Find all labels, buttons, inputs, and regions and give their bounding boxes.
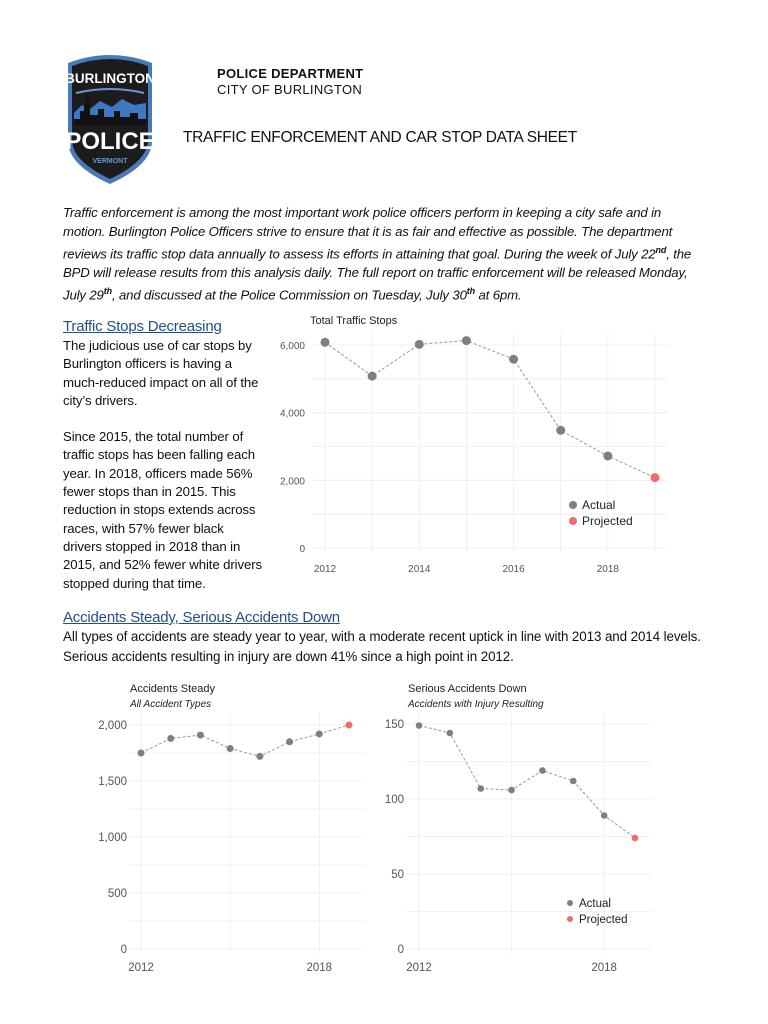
intro-text: Traffic enforcement is among the most im… bbox=[63, 205, 673, 262]
legend-label: Actual bbox=[582, 498, 615, 512]
y-tick-label: 0 bbox=[121, 944, 127, 956]
logo-main-text: POLICE bbox=[65, 128, 154, 155]
legend-label: Projected bbox=[582, 514, 633, 528]
y-tick-label: 150 bbox=[385, 719, 404, 731]
section-heading-traffic-stops: Traffic Stops Decreasing bbox=[63, 318, 222, 335]
series-line bbox=[324, 340, 656, 479]
y-tick-label: 0 bbox=[299, 544, 305, 555]
data-point-actual bbox=[477, 785, 485, 792]
data-point-projected bbox=[345, 721, 353, 729]
y-tick-label: 1,000 bbox=[98, 832, 127, 844]
logo-bottom-text: VERMONT bbox=[93, 158, 129, 165]
department-name: POLICE DEPARTMENT bbox=[217, 66, 364, 81]
data-point-actual bbox=[315, 730, 323, 738]
ordinal-suffix: th bbox=[466, 286, 475, 297]
paragraph: The judicious use of car stops by Burlin… bbox=[63, 338, 259, 408]
ordinal-suffix: nd bbox=[655, 245, 667, 255]
intro-text: at 6pm. bbox=[474, 287, 522, 303]
legend-label: Projected bbox=[579, 914, 628, 926]
data-point-actual bbox=[320, 337, 330, 347]
x-tick-label: 2018 bbox=[306, 962, 332, 974]
y-tick-label: 1,500 bbox=[98, 776, 127, 788]
ordinal-suffix: th bbox=[103, 286, 112, 297]
data-point-actual bbox=[461, 336, 471, 346]
legend-marker-projected bbox=[569, 517, 577, 525]
intro-paragraph: Traffic enforcement is among the most im… bbox=[63, 204, 703, 305]
data-point-projected bbox=[631, 834, 639, 842]
x-tick-label: 2012 bbox=[406, 962, 432, 974]
x-tick-label: 2012 bbox=[314, 564, 337, 575]
y-tick-label: 4,000 bbox=[280, 409, 305, 420]
x-tick-label: 2014 bbox=[408, 564, 431, 575]
city-name: CITY OF BURLINGTON bbox=[217, 82, 363, 97]
data-point-actual bbox=[286, 738, 294, 746]
data-point-actual bbox=[600, 812, 608, 819]
y-tick-label: 2,000 bbox=[98, 720, 127, 732]
chart-subtitle: All Accident Types bbox=[129, 699, 211, 710]
page-title: TRAFFIC ENFORCEMENT AND CAR STOP DATA SH… bbox=[183, 129, 577, 146]
data-point-actual bbox=[603, 451, 613, 461]
data-point-actual bbox=[414, 339, 424, 349]
legend-marker-actual bbox=[567, 900, 573, 906]
y-tick-label: 100 bbox=[385, 794, 404, 806]
data-point-actual bbox=[167, 734, 175, 742]
y-tick-label: 6,000 bbox=[280, 341, 305, 352]
intro-text: , the BPD will release results from this… bbox=[63, 246, 692, 303]
y-tick-label: 0 bbox=[398, 944, 404, 956]
data-point-actual bbox=[415, 722, 423, 729]
data-point-actual bbox=[509, 354, 519, 364]
chart-title: Accidents Steady bbox=[130, 683, 215, 695]
burlington-police-logo: BURLINGTON POLICE VERMONT bbox=[65, 55, 155, 184]
y-tick-label: 500 bbox=[108, 888, 127, 900]
logo-top-text: BURLINGTON bbox=[65, 71, 155, 86]
data-point-actual bbox=[508, 786, 515, 794]
data-point-actual bbox=[196, 731, 204, 739]
series-line bbox=[418, 725, 636, 839]
data-point-actual bbox=[256, 752, 264, 760]
chart-subtitle: Accidents with Injury Resulting bbox=[407, 699, 544, 710]
x-tick-label: 2016 bbox=[502, 564, 525, 575]
x-tick-label: 2018 bbox=[591, 962, 617, 974]
intro-text: , and discussed at the Police Commission… bbox=[111, 287, 467, 303]
data-point-actual bbox=[226, 745, 234, 753]
series-line bbox=[140, 724, 350, 757]
x-tick-label: 2018 bbox=[597, 564, 620, 575]
legend-marker-actual bbox=[569, 501, 577, 509]
data-point-actual bbox=[367, 371, 377, 381]
accidents-text: All types of accidents are steady year t… bbox=[63, 629, 701, 664]
paragraph: Since 2015, the total number of traffic … bbox=[63, 429, 263, 591]
department-header: POLICE DEPARTMENT CITY OF BURLINGTON bbox=[217, 66, 363, 98]
data-point-actual bbox=[137, 749, 145, 757]
chart-title: Total Traffic Stops bbox=[310, 315, 398, 327]
data-point-actual bbox=[539, 767, 546, 774]
data-point-actual bbox=[556, 425, 566, 435]
legend-marker-projected bbox=[567, 916, 573, 922]
y-tick-label: 50 bbox=[391, 869, 404, 881]
data-point-actual bbox=[569, 777, 577, 785]
data-point-actual bbox=[446, 729, 454, 737]
y-tick-label: 2,000 bbox=[280, 476, 305, 487]
chart-title: Serious Accidents Down bbox=[408, 683, 527, 695]
data-point-projected bbox=[650, 473, 660, 483]
legend-label: Actual bbox=[579, 898, 611, 910]
traffic-stops-text: The judicious use of car stops by Burlin… bbox=[63, 337, 263, 593]
section-heading-accidents: Accidents Steady, Serious Accidents Down bbox=[63, 609, 340, 626]
x-tick-label: 2012 bbox=[128, 962, 154, 974]
